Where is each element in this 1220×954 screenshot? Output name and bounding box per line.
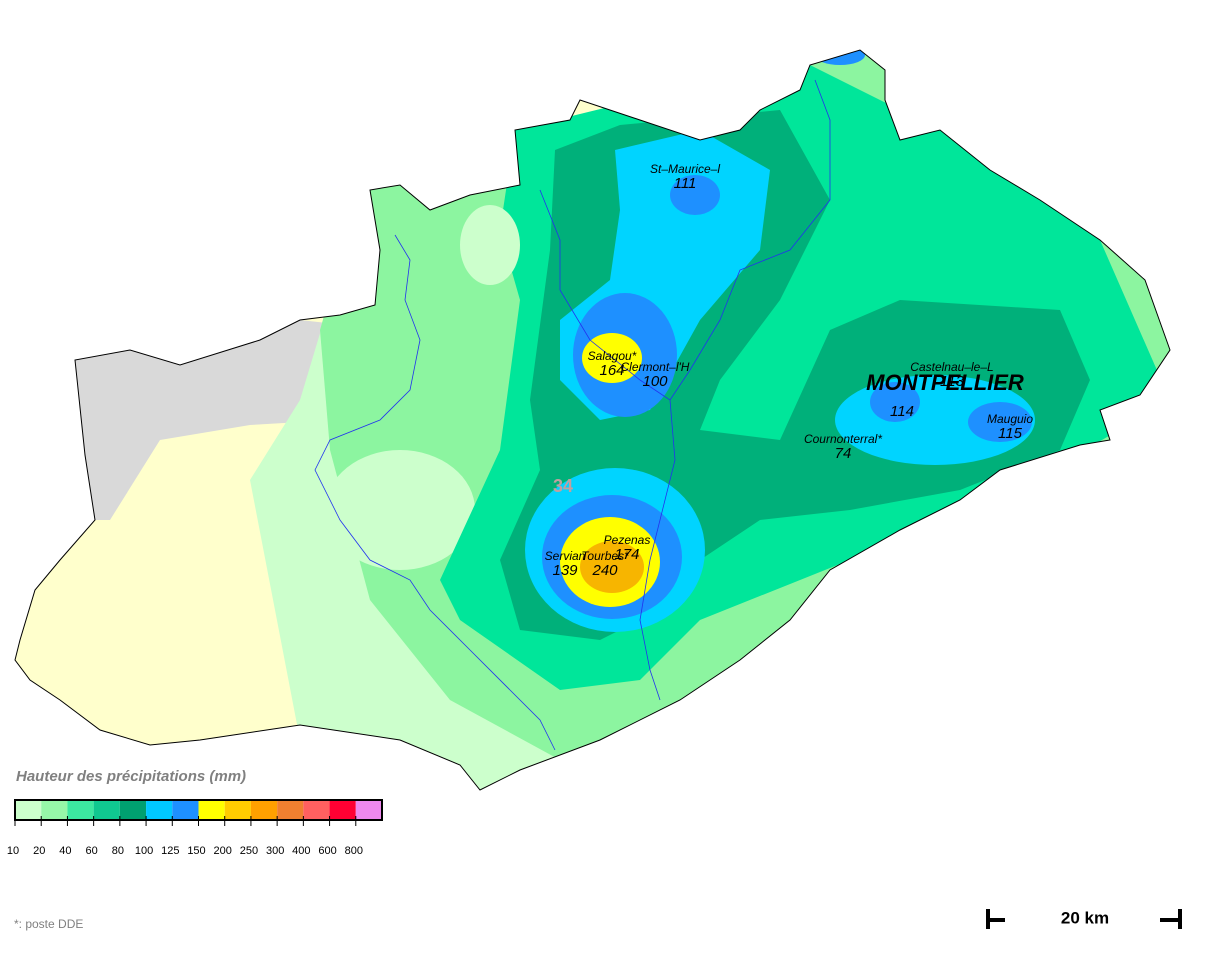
river	[314, 234, 556, 751]
legend-tick-label: 60	[86, 845, 98, 857]
station-value: 114	[890, 403, 914, 420]
station-name: Mauguio	[987, 412, 1033, 426]
contour	[670, 175, 720, 215]
legend-tick-label: 250	[240, 845, 258, 857]
legend-tick-label: 200	[214, 845, 232, 857]
legend-swatch	[224, 800, 251, 820]
legend-tick-label: 10	[7, 845, 19, 857]
legend-swatch	[119, 800, 147, 820]
station-name: St–Maurice–l	[650, 162, 720, 176]
neighbor-area	[75, 320, 345, 520]
legend-tick-label: 800	[345, 845, 363, 857]
rivers	[314, 79, 831, 751]
legend-tick-label: 80	[112, 845, 124, 857]
legend-swatch	[146, 800, 173, 820]
legend-swatch	[198, 800, 225, 820]
legend-swatch	[15, 800, 42, 820]
station-value: 240	[591, 562, 618, 579]
station-value: 164	[599, 362, 624, 379]
contour	[325, 450, 475, 570]
station-name: Servian	[545, 549, 586, 563]
station-name: Salagou*	[588, 349, 637, 363]
legend-tick-label: 125	[161, 845, 179, 857]
legend-swatch	[355, 800, 382, 820]
contour	[580, 541, 644, 593]
legend-tick-label: 100	[135, 845, 153, 857]
legend-tick-label: 300	[266, 845, 284, 857]
legend-swatch	[41, 800, 68, 820]
contour	[460, 205, 520, 285]
contour	[968, 402, 1032, 442]
station-name: Tourbes*	[581, 549, 629, 563]
station-value: 115	[998, 425, 1023, 442]
station-value: 139	[552, 562, 578, 579]
legend-swatch	[303, 800, 330, 820]
city-label: MONTPELLIER	[866, 370, 1024, 395]
legend-tick-label: 150	[187, 845, 205, 857]
station-value: 111	[674, 175, 697, 192]
river	[539, 189, 676, 701]
legend-swatch	[67, 800, 94, 820]
station-name: Castelnau–le–L	[910, 360, 993, 374]
station-value: 113	[940, 373, 965, 390]
legend-tick-label: 400	[292, 845, 310, 857]
legend-swatch	[250, 800, 278, 820]
legend-swatch	[93, 800, 120, 820]
footnote: *: poste DDE	[14, 917, 83, 931]
scale-bar: 20 km	[986, 908, 1182, 929]
station-name: Pezenas	[604, 533, 651, 547]
legend-swatch	[329, 800, 356, 820]
legend: 10 20 40 60 80 100 125 150 200 250 300 400 600 800	[7, 799, 383, 857]
legend-swatch	[277, 800, 304, 820]
station-value: 74	[835, 445, 852, 462]
legend-tick-label: 40	[59, 845, 71, 857]
river	[669, 79, 831, 401]
station-name: Cournonterral*	[804, 432, 882, 446]
contour	[870, 382, 920, 422]
scale-label: 20 km	[1061, 908, 1109, 927]
station-value: 174	[614, 546, 639, 563]
legend-swatch	[172, 800, 199, 820]
station-name: Clermont–l'H	[621, 360, 690, 374]
department-number: 34	[553, 476, 573, 496]
contour	[815, 50, 865, 65]
legend-title: Hauteur des précipitations (mm)	[16, 768, 246, 785]
legend-tick-label: 20	[33, 845, 45, 857]
legend-tick-label: 600	[318, 845, 336, 857]
station-value: 100	[642, 373, 668, 390]
